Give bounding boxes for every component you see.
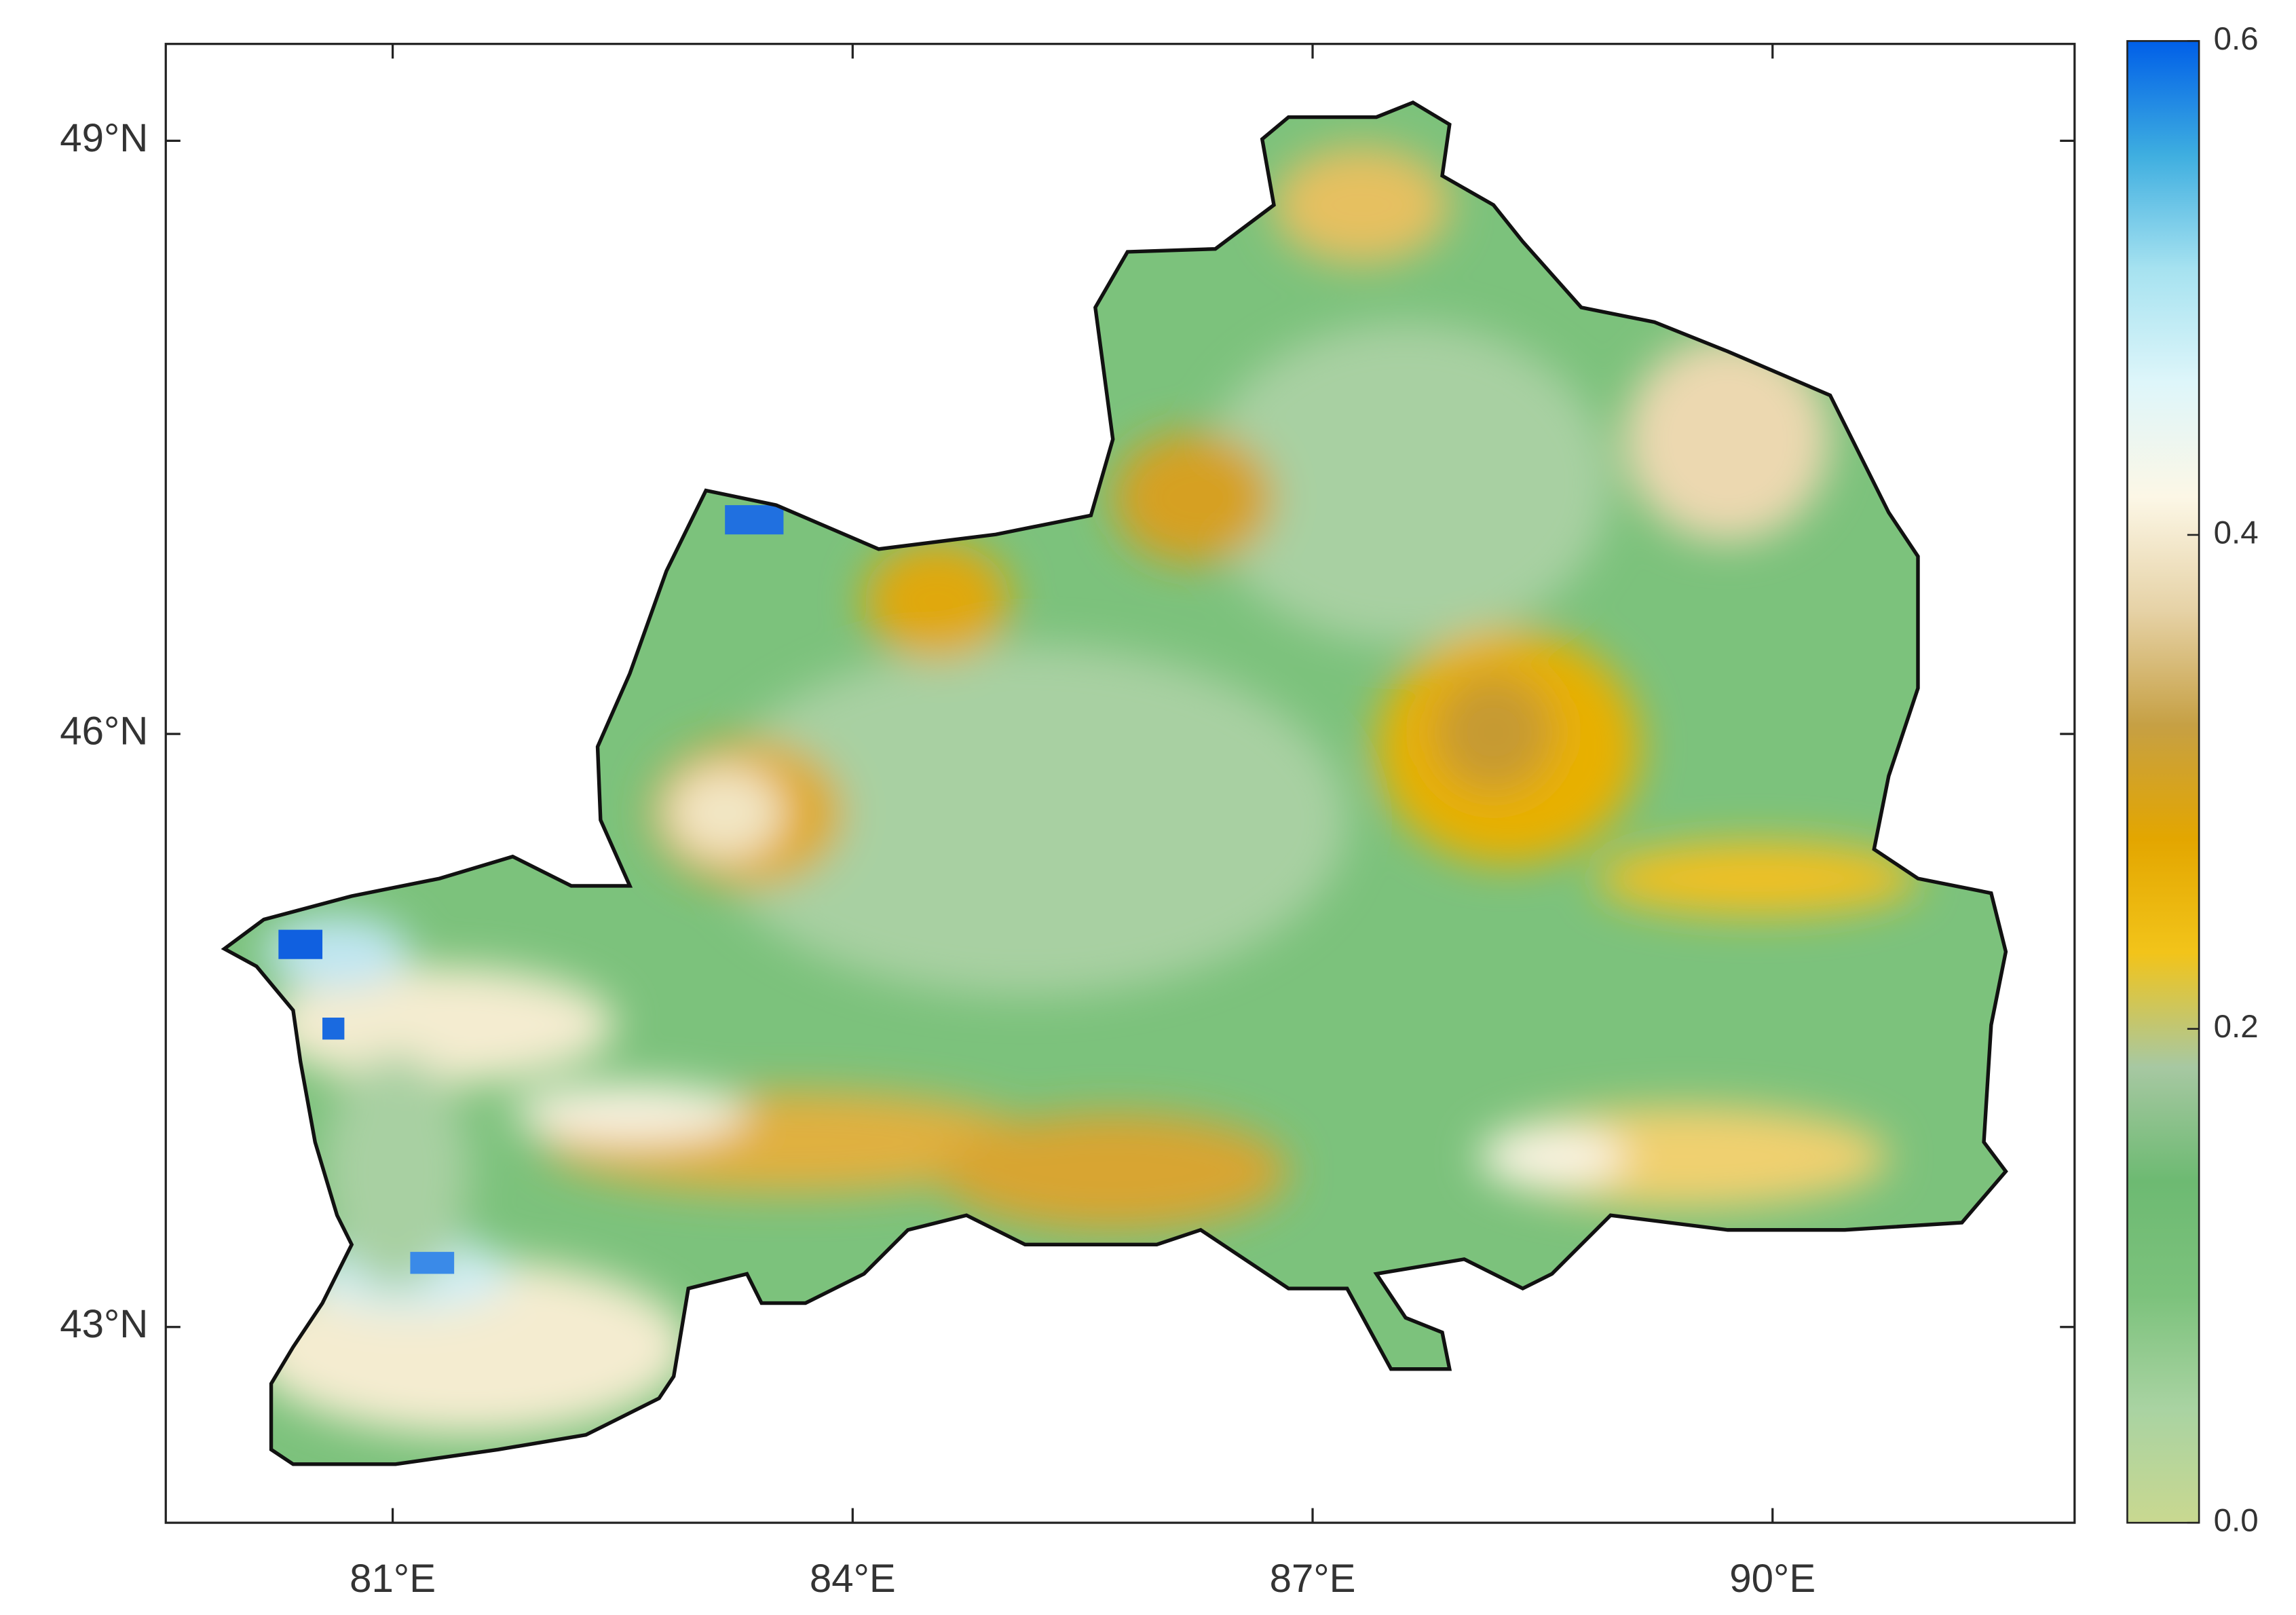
y-tick-label: 46°N xyxy=(60,709,148,753)
colorbar-tick-label: 0.0 xyxy=(2214,1503,2259,1539)
x-tick-label: 90°E xyxy=(1729,1557,1815,1601)
colorbar-frame xyxy=(2126,40,2200,1524)
colorbar-tick-label: 0.2 xyxy=(2214,1009,2259,1045)
x-tick-label: 81°E xyxy=(350,1557,436,1601)
y-tick-label: 43°N xyxy=(60,1302,148,1346)
x-tick-label: 84°E xyxy=(810,1557,896,1601)
colorbar-tick-label: 0.4 xyxy=(2214,515,2259,551)
colorbar xyxy=(2127,41,2200,1523)
y-tick-label: 49°N xyxy=(60,116,148,160)
x-tick-label: 87°E xyxy=(1270,1557,1356,1601)
colorbar-tick-label: 0.6 xyxy=(2214,21,2259,57)
